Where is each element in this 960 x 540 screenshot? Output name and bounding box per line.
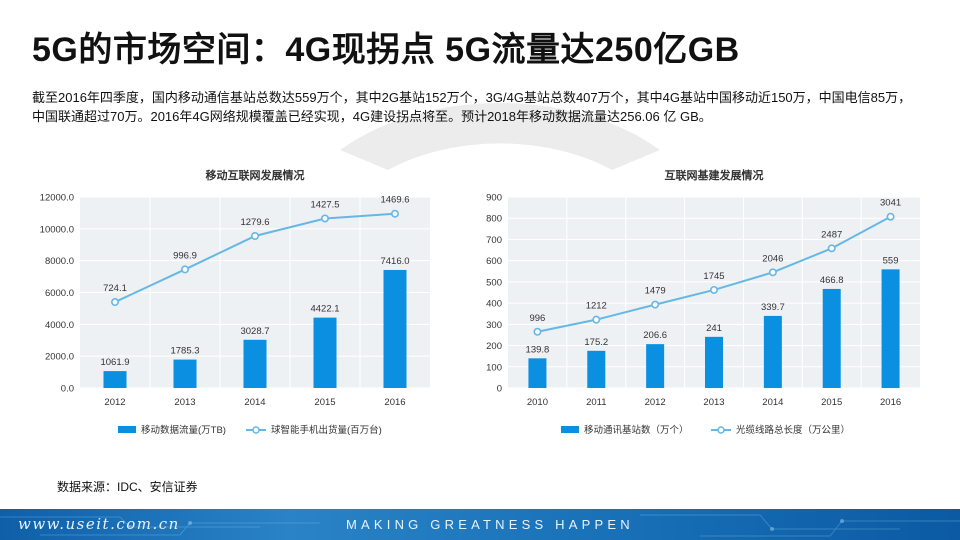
- bar: [243, 339, 267, 388]
- bar: [646, 344, 665, 388]
- bar-data-label: 3028.7: [240, 326, 269, 337]
- y-tick-label: 10000.0: [40, 224, 74, 235]
- bar-data-label: 1785.3: [170, 346, 199, 357]
- y-tick-label: 0.0: [61, 384, 74, 395]
- bar: [173, 359, 197, 388]
- legend-line-label: 光缆线路总长度（万公里）: [736, 424, 850, 436]
- bar: [587, 350, 606, 388]
- line-data-label: 1745: [703, 271, 724, 282]
- line-data-label: 1469.6: [380, 195, 409, 206]
- line-data-label: 1427.5: [310, 199, 339, 210]
- bar: [822, 288, 841, 388]
- bar-data-label: 206.6: [643, 330, 667, 341]
- y-tick-label: 100: [486, 362, 502, 373]
- line-point: [651, 300, 660, 309]
- bar-data-label: 241: [706, 323, 722, 334]
- circuit-texture-decoration: [0, 514, 960, 537]
- bar-data-label: 1061.9: [100, 357, 129, 368]
- line-point: [592, 315, 601, 324]
- y-tick-label: 300: [486, 320, 502, 331]
- footer-banner: www.useit.com.cn MAKING GREATNESS HAPPEN: [0, 509, 960, 540]
- line-data-label: 996.9: [173, 250, 197, 261]
- bar: [313, 317, 337, 388]
- bar: [705, 336, 723, 388]
- x-tick-label: 2012: [645, 397, 666, 408]
- y-tick-label: 6000.0: [45, 288, 74, 299]
- x-tick-label: 2014: [762, 397, 783, 408]
- x-tick-label: 2015: [314, 397, 335, 408]
- line-data-label: 2487: [821, 229, 842, 240]
- line-point: [111, 298, 120, 307]
- page-title: 5G的市场空间：4G现拐点 5G流量达250亿GB: [32, 31, 740, 69]
- line-data-label: 2046: [762, 253, 783, 264]
- y-tick-label: 400: [486, 299, 502, 310]
- chart-title: 互联网基建发展情况: [665, 168, 764, 182]
- x-tick-label: 2014: [244, 397, 265, 408]
- legend-bar-swatch: [118, 426, 136, 433]
- y-tick-label: 700: [486, 235, 502, 246]
- x-tick-label: 2012: [104, 397, 125, 408]
- x-tick-label: 2013: [174, 397, 195, 408]
- line-point: [533, 327, 542, 336]
- bar: [881, 269, 900, 388]
- bar-data-label: 7416.0: [380, 256, 409, 267]
- bar-data-label: 559: [883, 255, 899, 266]
- x-tick-label: 2015: [821, 397, 842, 408]
- bar-data-label: 139.8: [526, 344, 550, 355]
- y-tick-label: 8000.0: [45, 256, 74, 267]
- bar-data-label: 175.2: [584, 337, 608, 348]
- data-source: 数据来源：IDC、安信证券: [57, 480, 198, 494]
- line-point: [181, 265, 190, 274]
- legend-line-marker: [252, 426, 260, 434]
- line-data-label: 1279.6: [240, 217, 269, 228]
- y-tick-label: 600: [486, 256, 502, 267]
- legend-bar-label: 移动通讯基站数（万个）: [584, 424, 689, 436]
- bar-data-label: 4422.1: [310, 304, 339, 315]
- line-point: [768, 268, 777, 277]
- legend-line-label: 球智能手机出货量(百万台): [271, 424, 382, 436]
- bar-data-label: 339.7: [761, 302, 785, 313]
- line-point: [710, 285, 719, 294]
- y-tick-label: 900: [486, 193, 502, 204]
- x-tick-label: 2011: [586, 397, 606, 408]
- footer-url: www.useit.com.cn: [18, 515, 180, 533]
- bar: [103, 371, 127, 388]
- y-tick-label: 200: [486, 341, 502, 352]
- page-description: 截至2016年四季度，国内移动通信基站总数达559万个，其中2G基站152万个，…: [32, 90, 912, 124]
- y-tick-label: 800: [486, 214, 502, 225]
- y-tick-label: 500: [486, 277, 502, 288]
- y-tick-label: 2000.0: [45, 352, 74, 363]
- line-point: [827, 244, 836, 253]
- chart-title: 移动互联网发展情况: [206, 168, 305, 182]
- bar: [763, 315, 782, 388]
- bar-data-label: 466.8: [820, 275, 844, 286]
- bar: [383, 269, 407, 388]
- x-tick-label: 2013: [703, 397, 724, 408]
- x-tick-label: 2010: [527, 397, 548, 408]
- chart-mobile-internet: 移动互联网发展情况 0.0 2000.0 4000.0 6000.0 8000.0 1000…: [40, 168, 430, 436]
- y-tick-label: 0: [497, 384, 502, 395]
- line-point: [390, 209, 399, 218]
- line-point: [320, 214, 329, 223]
- legend-bar-swatch: [561, 426, 579, 433]
- x-tick-label: 2016: [384, 397, 405, 408]
- y-tick-label: 12000.0: [40, 193, 74, 204]
- line-data-label: 3041: [880, 198, 901, 209]
- line-data-label: 996: [529, 313, 545, 324]
- chart-internet-infrastructure: 互联网基建发展情况 0 100 200 300 400 500 600 700 800 900 201…: [486, 168, 920, 436]
- line-data-label: 1479: [645, 286, 666, 297]
- x-tick-label: 2016: [880, 397, 901, 408]
- legend-line-marker: [717, 426, 725, 434]
- legend-bar-label: 移动数据流量(万TB): [141, 424, 226, 436]
- y-tick-label: 4000.0: [45, 320, 74, 331]
- line-point: [886, 212, 895, 221]
- line-data-label: 1212: [586, 301, 607, 312]
- footer-slogan: MAKING GREATNESS HAPPEN: [346, 517, 634, 532]
- line-data-label: 724.1: [103, 283, 127, 294]
- line-point: [251, 231, 260, 240]
- bar: [528, 358, 547, 388]
